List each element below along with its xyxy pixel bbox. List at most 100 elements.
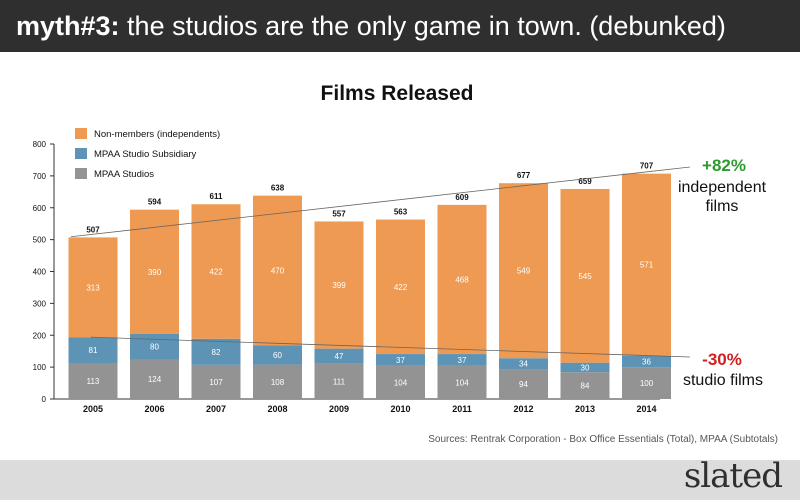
independent-trend-line — [70, 166, 691, 238]
chart-title: Films Released — [321, 82, 474, 105]
bar-segment — [376, 219, 425, 355]
bar-segment — [191, 338, 241, 365]
y-tick-label: 0 — [42, 395, 47, 404]
x-tick-label: 2013 — [575, 404, 595, 414]
segment-value-label: 104 — [394, 378, 408, 387]
segment-value-label: 470 — [271, 267, 285, 276]
segment-value-label: 47 — [335, 352, 344, 361]
bar-segment — [376, 354, 425, 366]
x-tick-label: 2014 — [636, 404, 656, 414]
segment-value-label: 571 — [640, 261, 654, 270]
slated-logo: slated — [683, 456, 783, 496]
bar-segment — [191, 364, 241, 399]
segment-value-label: 545 — [578, 272, 592, 281]
segment-value-label: 113 — [87, 377, 100, 386]
segment-value-label: 84 — [581, 382, 590, 391]
bar-total-label: 611 — [210, 192, 223, 201]
segment-value-label: 34 — [519, 360, 528, 369]
bar-segment — [253, 345, 302, 365]
segment-value-label: 37 — [396, 356, 405, 365]
bar-segment — [437, 204, 487, 355]
bar-segment — [130, 209, 179, 334]
bar-segment — [560, 362, 610, 373]
bar-segment — [499, 358, 548, 370]
x-tick-label: 2009 — [329, 404, 349, 414]
legend-swatch — [75, 168, 87, 179]
bar-segment — [437, 354, 487, 366]
segment-value-label: 390 — [148, 268, 162, 277]
legend-label: MPAA Studios — [94, 169, 154, 180]
bar-segment — [376, 365, 425, 399]
bar-segment — [68, 237, 118, 338]
segment-value-label: 111 — [333, 377, 346, 386]
y-tick-label: 800 — [33, 140, 47, 149]
studio-decline-percent: -30% — [702, 350, 742, 369]
segment-value-label: 94 — [519, 380, 528, 389]
studio-trend-line — [90, 336, 691, 358]
segment-value-label: 36 — [642, 357, 651, 366]
x-tick-label: 2008 — [267, 404, 287, 414]
segment-value-label: 468 — [455, 275, 469, 284]
independent-growth-percent: +82% — [702, 156, 746, 175]
segment-value-label: 549 — [517, 267, 531, 276]
header-bar: myth#3: the studios are the only game in… — [0, 0, 800, 52]
segment-value-label: 37 — [458, 356, 467, 365]
independent-annotation-line2: films — [706, 198, 739, 215]
source-note: Sources: Rentrak Corporation - Box Offic… — [428, 434, 778, 445]
segment-value-label: 313 — [86, 283, 100, 292]
segment-value-label: 108 — [271, 378, 285, 387]
x-tick-label: 2007 — [206, 404, 226, 414]
y-tick-label: 600 — [33, 204, 47, 213]
bar-segment — [437, 365, 487, 399]
bar-total-label: 609 — [455, 193, 469, 202]
segment-value-label: 422 — [394, 283, 408, 292]
independent-annotation-line1: independent — [678, 179, 767, 196]
segment-value-label: 104 — [455, 378, 469, 387]
bar-segment — [191, 204, 241, 339]
bar-total-label: 507 — [86, 225, 100, 234]
title-text: the studios are the only game in town. (… — [127, 11, 726, 41]
bar-total-label: 557 — [332, 209, 346, 218]
bar-total-label: 594 — [148, 198, 162, 207]
bar-total-label: 638 — [271, 184, 285, 193]
studio-annotation-label: studio films — [683, 372, 763, 389]
footer-bar: slated — [0, 456, 800, 500]
y-tick-label: 200 — [33, 331, 47, 340]
title-prefix: myth#3: — [16, 11, 120, 41]
y-tick-label: 400 — [33, 268, 47, 277]
bar-segment — [253, 364, 302, 399]
x-tick-label: 2010 — [390, 404, 410, 414]
bar-total-label: 659 — [578, 177, 592, 186]
bar-total-label: 677 — [517, 171, 531, 180]
page-title: myth#3: the studios are the only game in… — [16, 10, 726, 42]
legend-swatch — [75, 148, 87, 159]
x-tick-label: 2012 — [513, 404, 533, 414]
bar-segment — [622, 367, 671, 399]
segment-value-label: 82 — [212, 348, 221, 357]
bar-segment — [499, 369, 548, 399]
segment-value-label: 81 — [89, 346, 98, 355]
bar-total-label: 563 — [394, 208, 408, 217]
bar-segment — [622, 173, 671, 356]
legend-label: MPAA Studio Subsidiary — [94, 149, 197, 160]
legend-swatch — [75, 128, 87, 139]
segment-value-label: 80 — [150, 343, 159, 352]
y-tick-label: 300 — [33, 299, 47, 308]
bar-segment — [622, 355, 671, 368]
bar-segment — [130, 359, 179, 399]
legend-label: Non-members (independents) — [94, 129, 220, 140]
bar-segment — [68, 337, 118, 363]
y-tick-label: 100 — [33, 363, 47, 372]
segment-value-label: 422 — [209, 268, 223, 277]
x-tick-label: 2006 — [144, 404, 164, 414]
bar-segment — [314, 221, 364, 349]
stacked-bar-chart: Films Released 0 100 200 300 400 500 600 700 800 1… — [33, 82, 767, 414]
segment-value-label: 100 — [640, 379, 654, 388]
bar-segment — [68, 362, 118, 399]
y-tick-label: 700 — [33, 172, 47, 181]
segment-value-label: 107 — [209, 378, 223, 387]
y-tick-label: 500 — [33, 236, 47, 245]
bar-segment — [560, 372, 610, 399]
segment-value-label: 124 — [148, 375, 162, 384]
x-tick-label: 2005 — [83, 404, 103, 414]
